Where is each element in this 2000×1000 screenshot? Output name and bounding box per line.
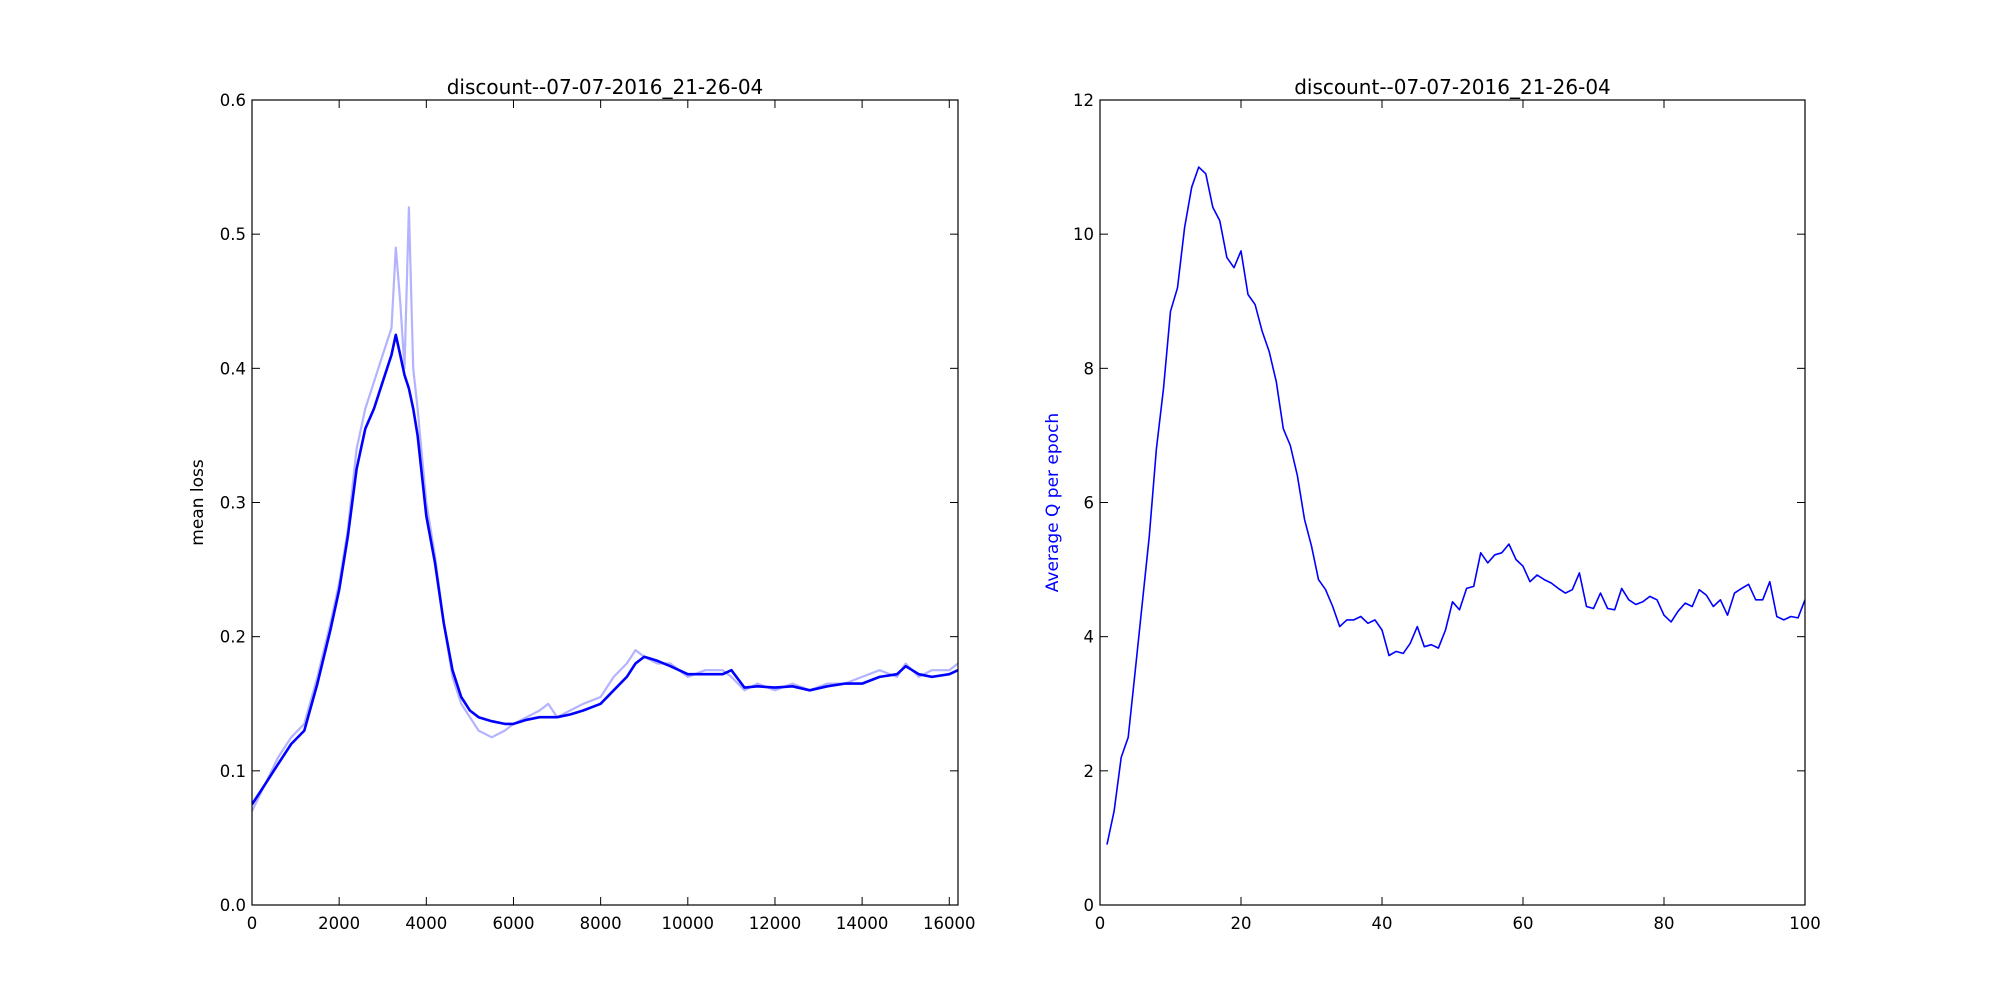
left-chart-x-tick-label: 10000 (662, 914, 715, 933)
left-chart-series-line-smoothed (252, 333, 958, 806)
right-chart-title: discount--07-07-2016_21-26-04 (1294, 75, 1611, 99)
right-chart-x-tick-label: 60 (1513, 914, 1534, 933)
left-chart-y-tick-label: 0.1 (220, 762, 246, 781)
left-chart-x-tick-label: 0 (247, 914, 258, 933)
left-chart-x-tick-label: 16000 (923, 914, 976, 933)
left-chart-plot-area (252, 206, 958, 812)
left-chart-frame (251, 99, 959, 906)
right-chart-y-tick-label: 12 (1073, 91, 1094, 110)
left-chart-x-tick-label: 14000 (836, 914, 889, 933)
left-chart-y-tick-label: 0.6 (220, 91, 246, 110)
left-chart-ticks: 0 2000 4000 6000 8000 10000 12000 14000 16000 0.0… (220, 91, 976, 933)
right-chart-x-tick-label: 40 (1372, 914, 1393, 933)
left-chart-y-tick-label: 0.4 (220, 359, 246, 378)
left-chart-x-tick-label: 2000 (318, 914, 360, 933)
left-chart-series-line-raw (252, 206, 958, 812)
right-chart-x-tick-label: 0 (1095, 914, 1106, 933)
right-chart-y-tick-label: 2 (1084, 762, 1095, 781)
right-chart-y-tick-label: 4 (1084, 628, 1095, 647)
right-chart: discount--07-07-2016_21-26-04 Average Q … (1043, 75, 1821, 933)
right-chart-y-axis-label: Average Q per epoch (1043, 413, 1063, 592)
right-chart-x-tick-label: 100 (1789, 914, 1821, 933)
left-chart-y-tick-label: 0.0 (220, 896, 246, 915)
left-chart-y-axis-label: mean loss (188, 459, 208, 546)
right-chart-y-tick-label: 6 (1084, 494, 1095, 513)
right-chart-ticks: 0 20 40 60 80 100 0 2 4 6 8 10 12 (1073, 91, 1821, 933)
left-chart: discount--07-07-2016_21-26-04 mean loss … (188, 75, 976, 933)
right-chart-y-tick-label: 10 (1073, 225, 1094, 244)
left-chart-y-tick-label: 0.5 (220, 225, 246, 244)
right-chart-y-tick-label: 8 (1084, 359, 1095, 378)
left-chart-y-tick-label: 0.3 (220, 494, 246, 513)
left-chart-x-tick-label: 8000 (580, 914, 622, 933)
right-chart-frame (1099, 99, 1806, 906)
right-chart-x-tick-label: 80 (1654, 914, 1675, 933)
right-chart-x-tick-label: 20 (1231, 914, 1252, 933)
right-chart-plot-area (1106, 166, 1805, 845)
left-chart-x-tick-label: 6000 (492, 914, 534, 933)
right-chart-y-tick-label: 0 (1084, 896, 1095, 915)
left-chart-y-tick-label: 0.2 (220, 628, 246, 647)
left-chart-x-tick-label: 12000 (749, 914, 802, 933)
left-chart-title: discount--07-07-2016_21-26-04 (447, 75, 764, 99)
left-chart-x-tick-label: 4000 (405, 914, 447, 933)
right-chart-series-line-main (1106, 166, 1805, 845)
